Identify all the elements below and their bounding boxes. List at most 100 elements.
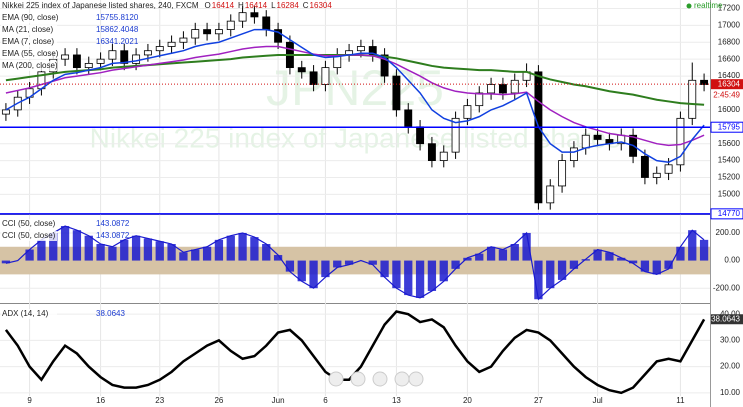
candle-body: [498, 84, 507, 94]
candle-body: [451, 117, 460, 153]
cci-bar: [392, 260, 401, 289]
x-tick-label: 16: [96, 396, 105, 405]
candle-body: [427, 143, 436, 161]
cci-bar: [49, 232, 58, 261]
cci-bar: [415, 260, 425, 298]
y-tick-label: -200.00: [713, 283, 741, 292]
cci-bar: [238, 232, 247, 261]
cci-bar: [333, 260, 342, 268]
zoom-in-button[interactable]: [408, 371, 424, 387]
cci-bar: [179, 252, 188, 261]
candle-body: [1, 109, 10, 115]
scroll-left-button[interactable]: [350, 371, 366, 387]
candle-body: [108, 50, 117, 60]
cci-bar: [569, 260, 579, 269]
legend-value: 143.0872: [96, 231, 130, 240]
candle-body: [309, 71, 318, 85]
legend-name: MA (21, close): [2, 25, 53, 34]
x-tick-label: 23: [155, 396, 164, 405]
ohlc-value: 16414: [245, 1, 268, 10]
cci-bar: [214, 239, 224, 261]
realtime-dot: [686, 3, 692, 9]
legend-value: 143.0872: [96, 219, 130, 228]
legend-box: [1, 25, 57, 35]
cci-bar: [309, 260, 318, 289]
candle-body: [132, 54, 141, 64]
cci-bar: [427, 260, 437, 291]
candle-body: [558, 160, 567, 187]
cci-bar: [155, 241, 164, 261]
candle-body: [274, 29, 283, 43]
y-tick-label: 0.00: [724, 256, 740, 265]
candle-body: [214, 29, 223, 35]
cci-bar: [37, 239, 46, 261]
ohlc-value: 16284: [277, 1, 300, 10]
cci-bar: [676, 246, 685, 261]
cci-bar: [1, 260, 11, 264]
level-label-box: [710, 208, 743, 220]
candle-body: [569, 147, 578, 161]
zoom-out-button[interactable]: [328, 371, 344, 387]
cci-bar: [60, 226, 70, 261]
cci-bar: [510, 244, 519, 261]
cci-bar: [593, 249, 602, 261]
y-tick-label: 200.00: [716, 228, 741, 237]
candle-body: [96, 58, 105, 64]
cci-bar: [451, 260, 460, 269]
reset-button[interactable]: [372, 371, 388, 387]
cci-bar: [439, 260, 448, 282]
legend-value: 16341.2021: [96, 37, 139, 46]
x-tick-label: 26: [214, 396, 223, 405]
scroll-right-button[interactable]: [394, 371, 410, 387]
navigation-buttons[interactable]: [328, 371, 424, 387]
ohlc-value: 16304: [310, 1, 333, 10]
candle-body: [297, 67, 306, 73]
x-tick-label: 9: [27, 396, 32, 405]
legend-value: 15755.8120: [96, 13, 139, 22]
y-tick-label: 40.00: [720, 309, 741, 318]
y-tick-label: 15400: [718, 156, 741, 165]
cci-bar: [640, 260, 650, 272]
candle-body: [688, 79, 697, 119]
legend-box: [1, 49, 57, 59]
chart-title: Nikkei 225 index of Japanese listed shar…: [2, 1, 199, 10]
candle-body: [593, 134, 602, 140]
legend-name: EMA (90, close): [2, 13, 59, 22]
cci-bar: [368, 260, 377, 265]
cci-bar: [143, 238, 153, 261]
candle-body: [203, 29, 212, 35]
legend-box: [1, 61, 57, 71]
cci-bar: [191, 249, 200, 261]
legend-box: [1, 13, 57, 23]
cci-bar: [688, 230, 697, 261]
cci-bar: [699, 239, 709, 261]
cci-bar: [226, 235, 235, 261]
cci-bar: [297, 260, 306, 282]
candle-body: [463, 105, 472, 119]
candle-body: [143, 50, 152, 56]
candle-body: [510, 79, 519, 94]
candle-body: [72, 54, 81, 69]
cci-bar: [84, 235, 93, 261]
legend-value: 15862.4048: [96, 25, 139, 34]
ohlc-value: 16414: [212, 1, 235, 10]
cci-bar: [167, 244, 176, 261]
cci-bar: [664, 260, 673, 269]
candle-body: [404, 109, 413, 128]
candle-body: [226, 20, 235, 30]
x-tick-label: 13: [392, 396, 401, 405]
cci-bar: [498, 249, 508, 261]
candle-body: [487, 84, 496, 94]
ohlc-label: H: [238, 1, 244, 10]
y-tick-label: 15600: [718, 139, 741, 148]
candle-body: [191, 29, 200, 39]
cci-bar: [522, 232, 531, 261]
y-tick-label: 15000: [718, 190, 741, 199]
price-label-box: [711, 79, 743, 90]
cci-bar: [404, 260, 413, 296]
realtime-label: realtime: [694, 1, 723, 10]
candle-body: [581, 134, 590, 149]
cci-bar: [120, 239, 129, 261]
indicator-line: [5, 28, 705, 164]
candle-body: [262, 16, 271, 30]
